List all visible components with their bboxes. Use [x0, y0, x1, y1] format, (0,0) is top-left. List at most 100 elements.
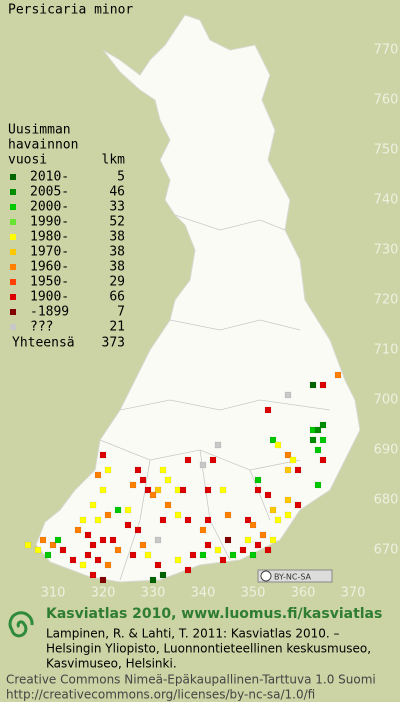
occurrence-square — [94, 516, 102, 524]
legend-count: 38 — [109, 245, 125, 260]
legend-label: 1950- — [30, 275, 69, 290]
occurrence-square — [254, 476, 262, 484]
legend-total: 373 — [102, 336, 125, 351]
occurrence-square — [284, 391, 292, 399]
legend-label: ??? — [30, 320, 53, 335]
occurrence-square — [139, 541, 147, 549]
x-tick-label: 330 — [141, 586, 166, 601]
occurrence-square — [294, 501, 302, 509]
occurrence-square — [199, 526, 207, 534]
occurrence-square — [289, 456, 297, 464]
y-tick-label: 680 — [374, 493, 399, 508]
occurrence-square — [204, 541, 212, 549]
occurrence-square — [104, 561, 112, 569]
occurrence-square — [89, 501, 97, 509]
luomus-logo — [8, 611, 34, 638]
cc-icon — [260, 570, 272, 582]
occurrence-square — [154, 486, 162, 494]
occurrence-square — [94, 471, 102, 479]
occurrence-square — [249, 521, 257, 529]
occurrence-square — [159, 466, 167, 474]
x-tick-label: 310 — [41, 586, 66, 601]
footer-heading: Kasviatlas 2010, www.luomus.fi/kasviatla… — [46, 606, 382, 622]
legend-swatch — [10, 324, 16, 330]
occurrence-square — [114, 546, 122, 554]
occurrence-square — [94, 556, 102, 564]
occurrence-square — [284, 496, 292, 504]
legend-count: 33 — [109, 200, 125, 215]
occurrence-square — [249, 551, 257, 559]
occurrence-square — [174, 511, 182, 519]
occurrence-square — [84, 551, 92, 559]
occurrence-square — [84, 531, 92, 539]
y-tick-label: 700 — [374, 393, 399, 408]
occurrence-square — [319, 456, 327, 464]
legend-swatch — [10, 174, 16, 180]
occurrence-square — [219, 486, 227, 494]
legend-swatch — [10, 294, 16, 300]
occurrence-square — [229, 551, 237, 559]
occurrence-square — [114, 506, 122, 514]
occurrence-square — [184, 456, 192, 464]
occurrence-square — [34, 546, 42, 554]
occurrence-square — [259, 531, 267, 539]
occurrence-square — [139, 476, 147, 484]
legend-count-header: lkm — [102, 153, 126, 168]
occurrence-square — [134, 466, 142, 474]
legend-label: 2005- — [30, 185, 69, 200]
occurrence-square — [44, 551, 52, 559]
y-tick-label: 740 — [374, 193, 399, 208]
citation-line: Lampinen, R. & Lahti, T. 2011: Kasviatla… — [46, 627, 340, 641]
occurrence-square — [99, 486, 107, 494]
legend-header: havainnon — [8, 138, 78, 153]
occurrence-square — [254, 486, 262, 494]
legend-label: 1960- — [30, 260, 69, 275]
occurrence-square — [154, 561, 162, 569]
x-tick-label: 320 — [91, 586, 116, 601]
citation-line: Kasvimuseo, Helsinki. — [46, 657, 177, 671]
legend-swatch — [10, 204, 16, 210]
occurrence-square — [159, 516, 167, 524]
occurrence-square — [184, 566, 192, 574]
x-tick-label: 370 — [341, 586, 366, 601]
x-tick-label: 340 — [191, 586, 216, 601]
legend-swatch — [10, 189, 16, 195]
legend-label: 1900- — [30, 290, 69, 305]
occurrence-square — [154, 536, 162, 544]
occurrence-square — [79, 561, 87, 569]
occurrence-square — [334, 371, 342, 379]
occurrence-square — [164, 501, 172, 509]
region-borders — [99, 214, 331, 581]
legend-count: 46 — [109, 185, 125, 200]
occurrence-square — [74, 526, 82, 534]
occurrence-square — [309, 436, 317, 444]
occurrence-square — [159, 571, 167, 579]
occurrence-square — [244, 536, 252, 544]
finland-outline — [35, 14, 361, 583]
occurrence-square — [54, 536, 62, 544]
occurrence-square — [89, 571, 97, 579]
legend-swatch — [10, 309, 16, 315]
legend-swatch — [10, 219, 16, 225]
occurrence-square — [204, 486, 212, 494]
occurrence-square — [79, 516, 87, 524]
occurrence-square — [144, 486, 152, 494]
y-tick-label: 750 — [374, 143, 399, 158]
legend-label: 2010- — [30, 170, 69, 185]
occurrence-square — [219, 556, 227, 564]
occurrence-square — [24, 541, 32, 549]
occurrence-square — [124, 506, 132, 514]
y-tick-label: 730 — [374, 243, 399, 258]
legend-count: 38 — [109, 230, 125, 245]
occurrence-square — [254, 541, 262, 549]
occurrence-square — [104, 511, 112, 519]
occurrence-square — [199, 551, 207, 559]
occurrence-square — [284, 451, 292, 459]
occurrence-square — [199, 461, 207, 469]
map-title: Persicaria minor — [8, 3, 133, 18]
occurrence-square — [284, 511, 292, 519]
x-tick-label: 360 — [291, 586, 316, 601]
legend-swatch — [10, 264, 16, 270]
occurrence-square — [124, 521, 132, 529]
legend-swatch — [10, 249, 16, 255]
